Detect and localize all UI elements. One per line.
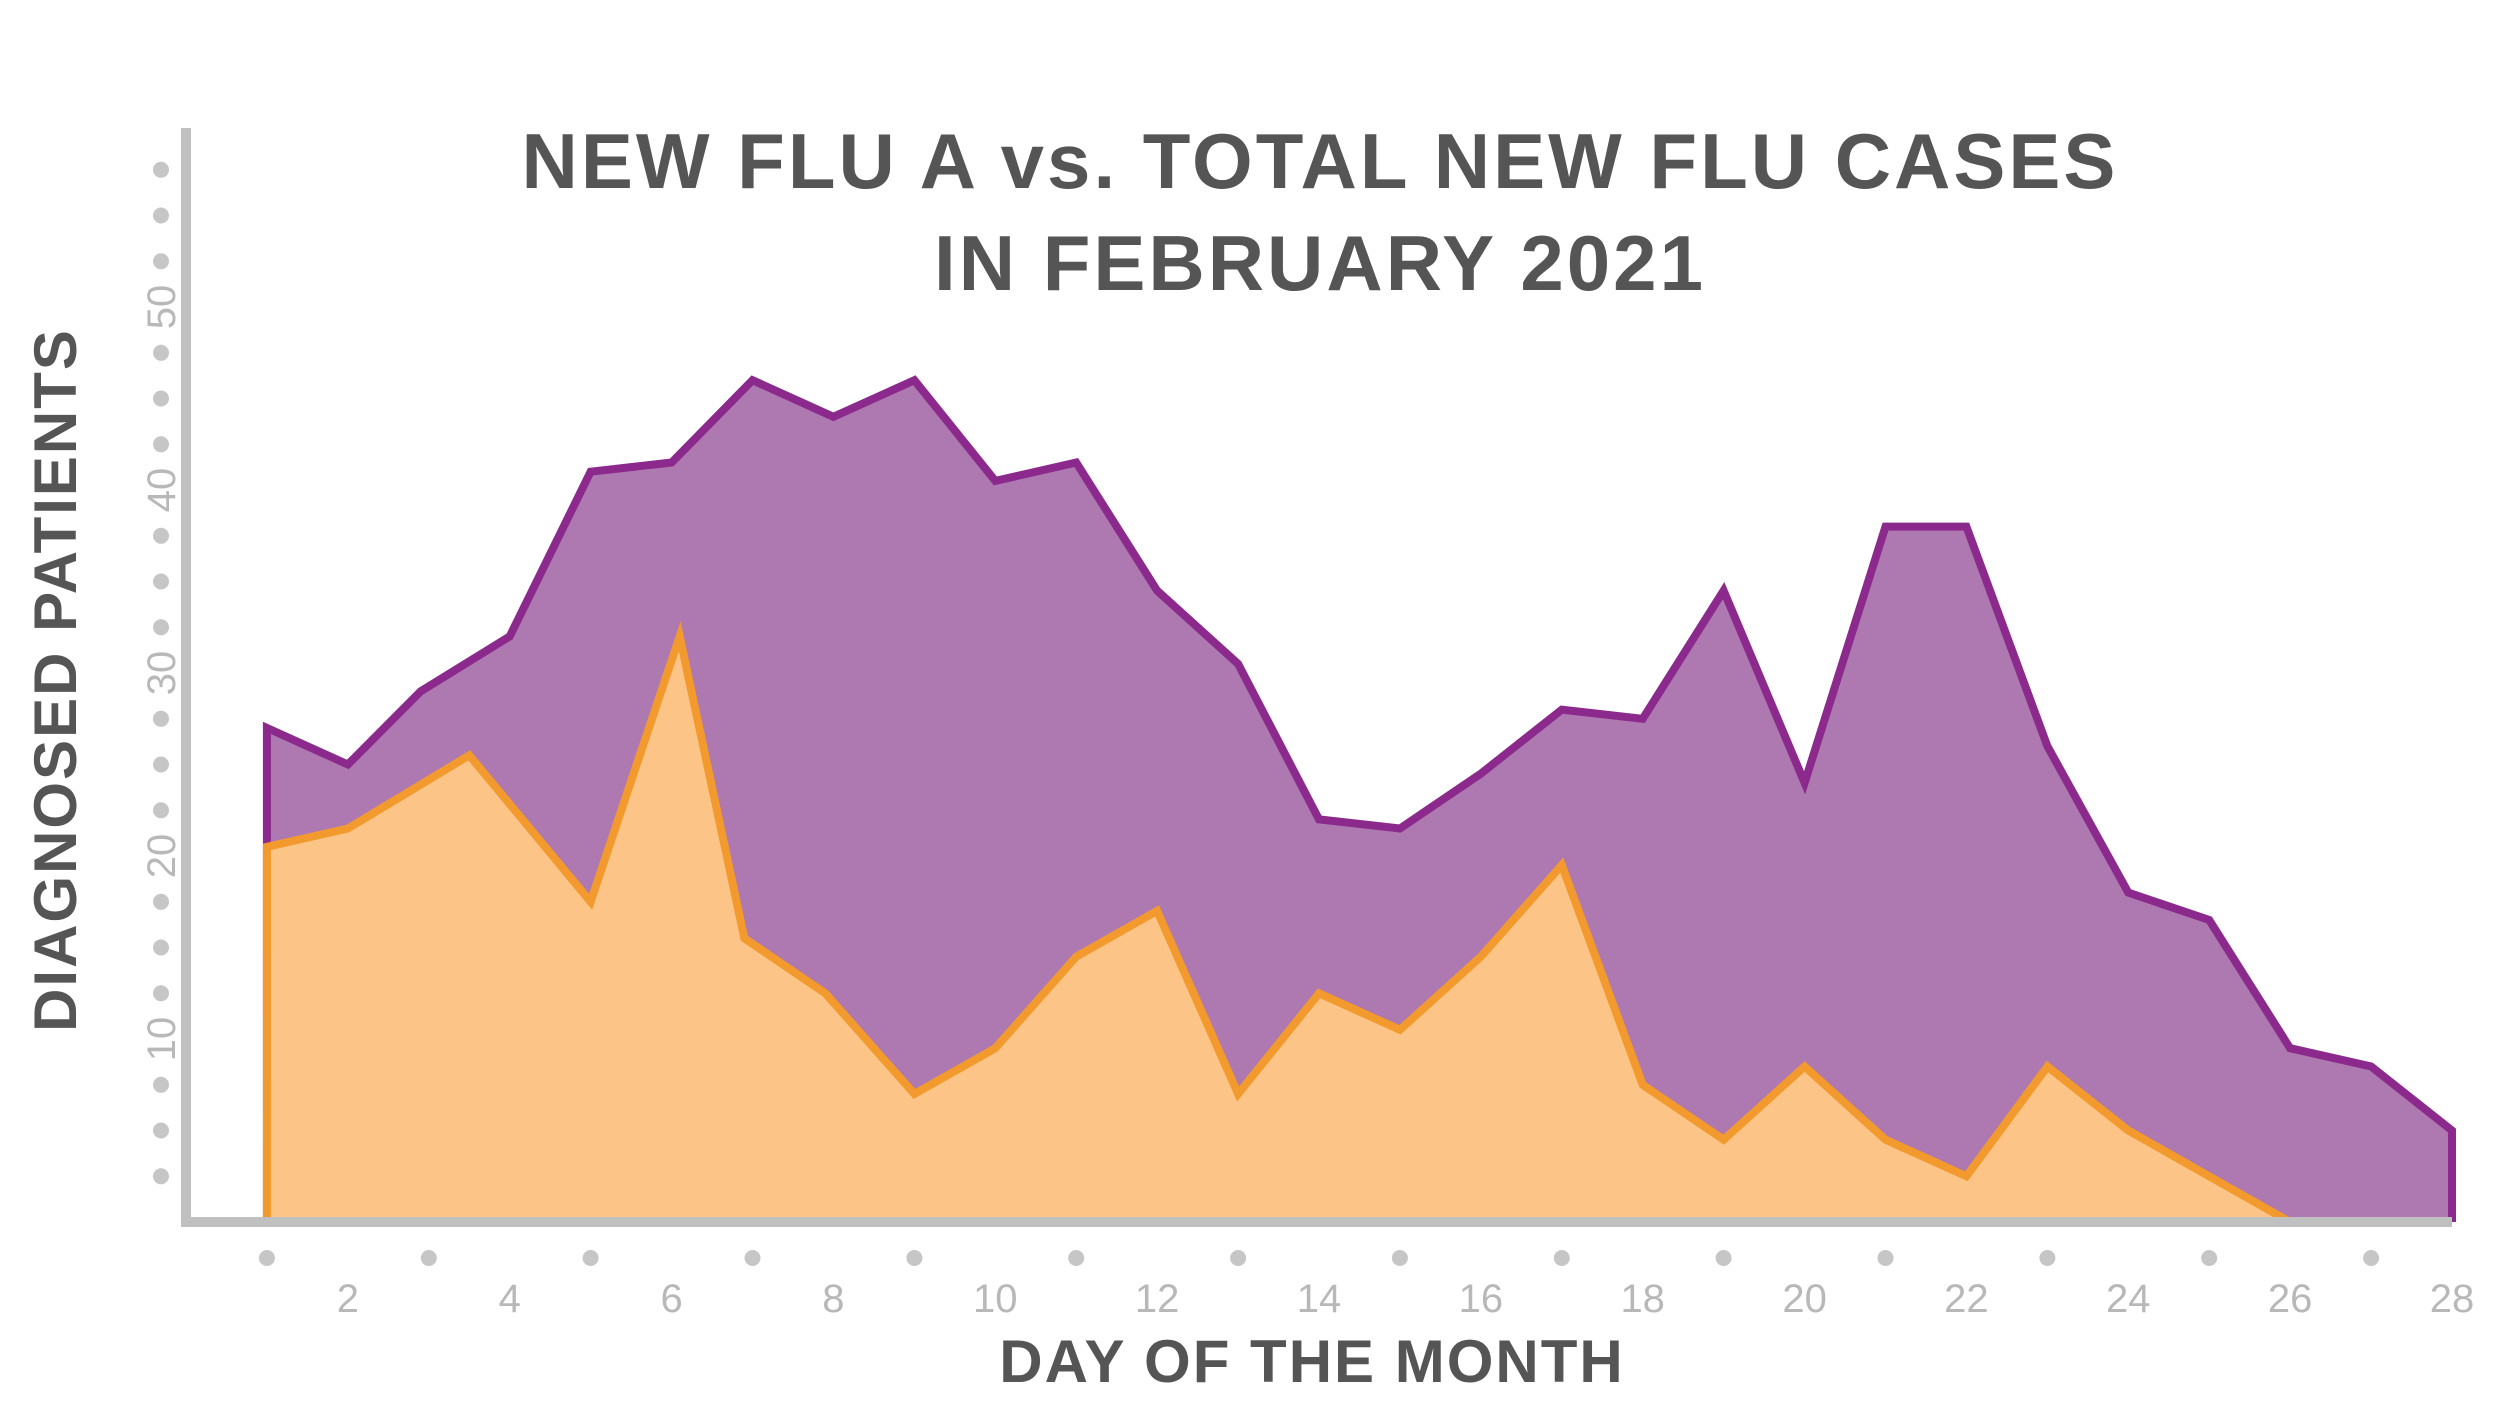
x-tick-label: 2	[337, 1277, 359, 1321]
x-tick-label: 4	[499, 1277, 521, 1321]
x-axis-dot	[2201, 1250, 2218, 1266]
y-axis-dot	[153, 802, 169, 819]
line-flu_a	[262, 621, 2293, 1226]
x-tick-label: 20	[1782, 1277, 1827, 1321]
x-axis-dot	[1068, 1250, 1085, 1266]
y-axis-dot	[153, 710, 169, 727]
y-axis-dot	[153, 1168, 169, 1185]
y-axis-dot	[153, 985, 169, 1002]
x-axis-dot	[2039, 1250, 2056, 1266]
x-tick-labels: 2 4 6 8 10 12 14 16 18 20 22 24 26 28	[337, 1277, 2474, 1321]
x-tick-label: 28	[2430, 1277, 2475, 1321]
x-tick-label: 6	[660, 1277, 682, 1321]
y-axis-dot	[153, 893, 169, 910]
x-axis-dot	[2363, 1250, 2380, 1266]
y-axis-dot	[153, 756, 169, 773]
x-tick-label: 12	[1135, 1277, 1180, 1321]
x-axis-dot	[906, 1250, 923, 1266]
y-tick-label: 40	[140, 468, 184, 513]
x-tick-label: 22	[1944, 1277, 1989, 1321]
chart-axes	[181, 128, 2452, 1227]
x-tick-label: 24	[2106, 1277, 2151, 1321]
y-axis-dot	[153, 527, 169, 544]
y-axis-title: DIAGNOSED PATIENTS	[22, 328, 89, 1032]
y-axis-dot	[153, 253, 169, 270]
y-axis-dot	[153, 1076, 169, 1093]
chart-areas	[262, 375, 2456, 1226]
y-axis-dot	[153, 390, 169, 407]
y-axis-dot	[153, 161, 169, 178]
chart-title-line-2: IN FEBRUARY 2021	[934, 219, 1706, 307]
y-tick-label: 20	[140, 834, 184, 879]
y-tick-label: 30	[140, 651, 184, 696]
line-total	[262, 375, 2456, 1223]
y-tick-labels: 10 20 30 40 50	[140, 285, 184, 1062]
x-axis-dot	[1877, 1250, 1894, 1266]
y-tick-label: 50	[140, 285, 184, 330]
x-tick-label: 10	[973, 1277, 1018, 1321]
x-axis-dot	[258, 1250, 275, 1266]
x-tick-label: 26	[2268, 1277, 2313, 1321]
y-axis-dot	[153, 939, 169, 956]
x-axis-dot	[582, 1250, 599, 1266]
y-axis-dots	[153, 161, 169, 1185]
chart-title-line-1: NEW FLU A vs. TOTAL NEW FLU CASES	[522, 117, 2119, 205]
x-axis-dot	[1715, 1250, 1732, 1266]
x-axis-dots	[258, 1250, 2380, 1266]
y-axis-dot	[153, 573, 169, 590]
x-tick-label: 18	[1620, 1277, 1665, 1321]
x-axis-dot	[744, 1250, 761, 1266]
x-axis-dot	[420, 1250, 437, 1266]
y-tick-label: 10	[140, 1017, 184, 1062]
y-axis-dot	[153, 619, 169, 636]
x-axis-dot	[1230, 1250, 1247, 1266]
y-axis-dot	[153, 207, 169, 224]
y-axis-dot	[153, 1122, 169, 1139]
y-axis-dot	[153, 436, 169, 453]
y-axis-dot	[153, 344, 169, 361]
area-flu_a	[266, 636, 2291, 1222]
x-axis-title: DAY OF THE MONTH	[999, 1328, 1624, 1395]
x-axis-dot	[1553, 1250, 1570, 1266]
x-tick-label: 16	[1459, 1277, 1504, 1321]
x-tick-label: 14	[1297, 1277, 1342, 1321]
x-tick-label: 8	[822, 1277, 844, 1321]
x-axis-dot	[1391, 1250, 1408, 1266]
